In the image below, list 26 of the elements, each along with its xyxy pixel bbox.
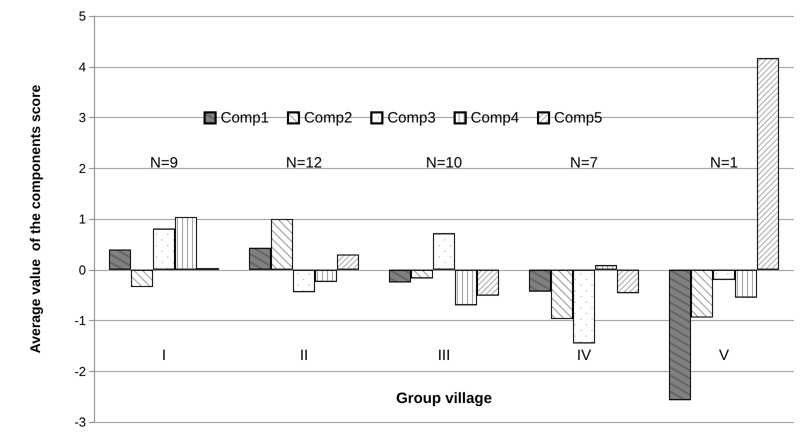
annotation: N=10 [426,154,462,172]
x-tick-label: IV [576,347,592,364]
legend-label: Comp3 [387,109,436,126]
y-tick-label: 0 [78,262,86,278]
y-tick-label: 3 [78,110,86,125]
x-tick-label: II [300,347,308,364]
legend-label: Comp4 [470,109,520,126]
annotation: N=9 [150,154,178,172]
y-tick-label: -2 [74,364,86,379]
legend-label: Comp2 [304,109,352,126]
annotation: N=12 [286,154,322,172]
x-tick-label: V [718,347,730,364]
y-tick-label: 2 [78,160,86,176]
x-axis-title: Group village [396,390,492,408]
y-axis-title: Average value of the components score [27,84,43,354]
y-tick-label: 5 [78,8,86,24]
y-tick-label: 4 [78,59,86,74]
y-tick-label: 1 [78,212,86,226]
annotation: N=7 [570,154,598,172]
y-tick-label: -1 [74,313,86,328]
legend-label: Comp5 [554,109,602,126]
annotation: N=1 [710,154,738,172]
y-tick-label: -3 [74,414,86,430]
legend-label: Comp1 [220,109,269,126]
x-tick-label: I [162,347,166,364]
x-tick-label: III [438,347,450,364]
